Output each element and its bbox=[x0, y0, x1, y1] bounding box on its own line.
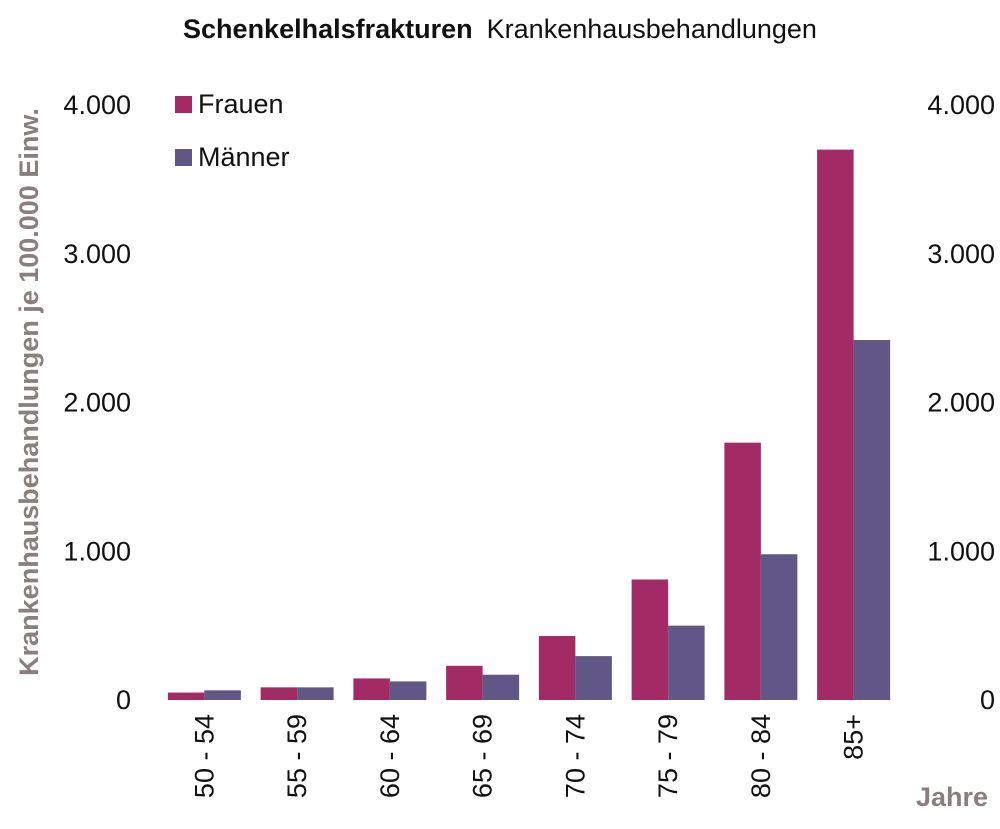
bar-männer-6 bbox=[668, 625, 705, 700]
y-tick-label-right: 4.000 bbox=[927, 90, 995, 120]
chart-title-main: Schenkelhalsfrakturen bbox=[183, 14, 473, 44]
x-tick-label: 80 - 84 bbox=[746, 714, 776, 798]
x-tick-label: 75 - 79 bbox=[653, 714, 683, 798]
bar-männer-3 bbox=[389, 681, 427, 700]
chart-title: Schenkelhalsfrakturen Krankenhausbehandlu… bbox=[0, 14, 1000, 45]
legend-label-frauen: Frauen bbox=[198, 89, 284, 119]
y-tick-label-left: 2.000 bbox=[63, 388, 131, 418]
y-tick-label-left: 1.000 bbox=[63, 536, 131, 566]
y-tick-label-right: 3.000 bbox=[927, 239, 995, 269]
bar-frauen-7 bbox=[724, 442, 761, 700]
bar-frauen-4 bbox=[446, 665, 483, 700]
legend-swatch-männer bbox=[175, 149, 192, 166]
bar-frauen-1 bbox=[167, 692, 205, 700]
x-tick-label: 50 - 54 bbox=[189, 714, 219, 798]
bar-männer-8 bbox=[853, 340, 891, 700]
x-tick-label: 55 - 59 bbox=[282, 714, 312, 798]
bar-frauen-8 bbox=[817, 149, 854, 700]
y-tick-label-left: 0 bbox=[116, 685, 131, 715]
y-axis-label: Krankenhausbehandlungen je 100.000 Einw. bbox=[14, 108, 44, 676]
bar-frauen-5 bbox=[538, 636, 576, 700]
legend-label-männer: Männer bbox=[198, 142, 290, 172]
y-axis-left: 0 1.000 2.000 3.000 4.000 bbox=[63, 90, 131, 715]
x-tick-label: 65 - 69 bbox=[468, 714, 498, 798]
bar-frauen-6 bbox=[631, 579, 669, 700]
bar-frauen-3 bbox=[353, 678, 390, 700]
x-tick-label: 60 - 64 bbox=[375, 714, 405, 798]
x-axis-label: Jahre bbox=[916, 782, 988, 812]
bar-männer-7 bbox=[760, 554, 798, 700]
y-tick-label-right: 2.000 bbox=[927, 388, 995, 418]
x-tick-label: 70 - 74 bbox=[560, 714, 590, 798]
bar-männer-4 bbox=[482, 674, 520, 700]
y-tick-label-right: 0 bbox=[980, 685, 995, 715]
bar-männer-5 bbox=[575, 656, 612, 700]
bar-frauen-2 bbox=[260, 687, 298, 700]
legend-swatch-frauen bbox=[175, 96, 192, 113]
bar-männer-1 bbox=[204, 690, 241, 700]
x-axis-categories: 50 - 54 55 - 59 60 - 64 65 - 69 70 - 74 75 - … bbox=[189, 714, 868, 798]
chart-subtitle: Krankenhausbehandlungen bbox=[486, 14, 817, 44]
bar-männer-2 bbox=[297, 687, 334, 700]
bars bbox=[167, 149, 891, 700]
y-tick-label-right: 1.000 bbox=[927, 536, 995, 566]
legend: Frauen Männer bbox=[175, 89, 290, 172]
y-axis-right: 0 1.000 2.000 3.000 4.000 bbox=[927, 90, 995, 715]
x-tick-label: 85+ bbox=[839, 714, 869, 760]
y-tick-label-left: 3.000 bbox=[63, 239, 131, 269]
y-tick-label-left: 4.000 bbox=[63, 90, 131, 120]
